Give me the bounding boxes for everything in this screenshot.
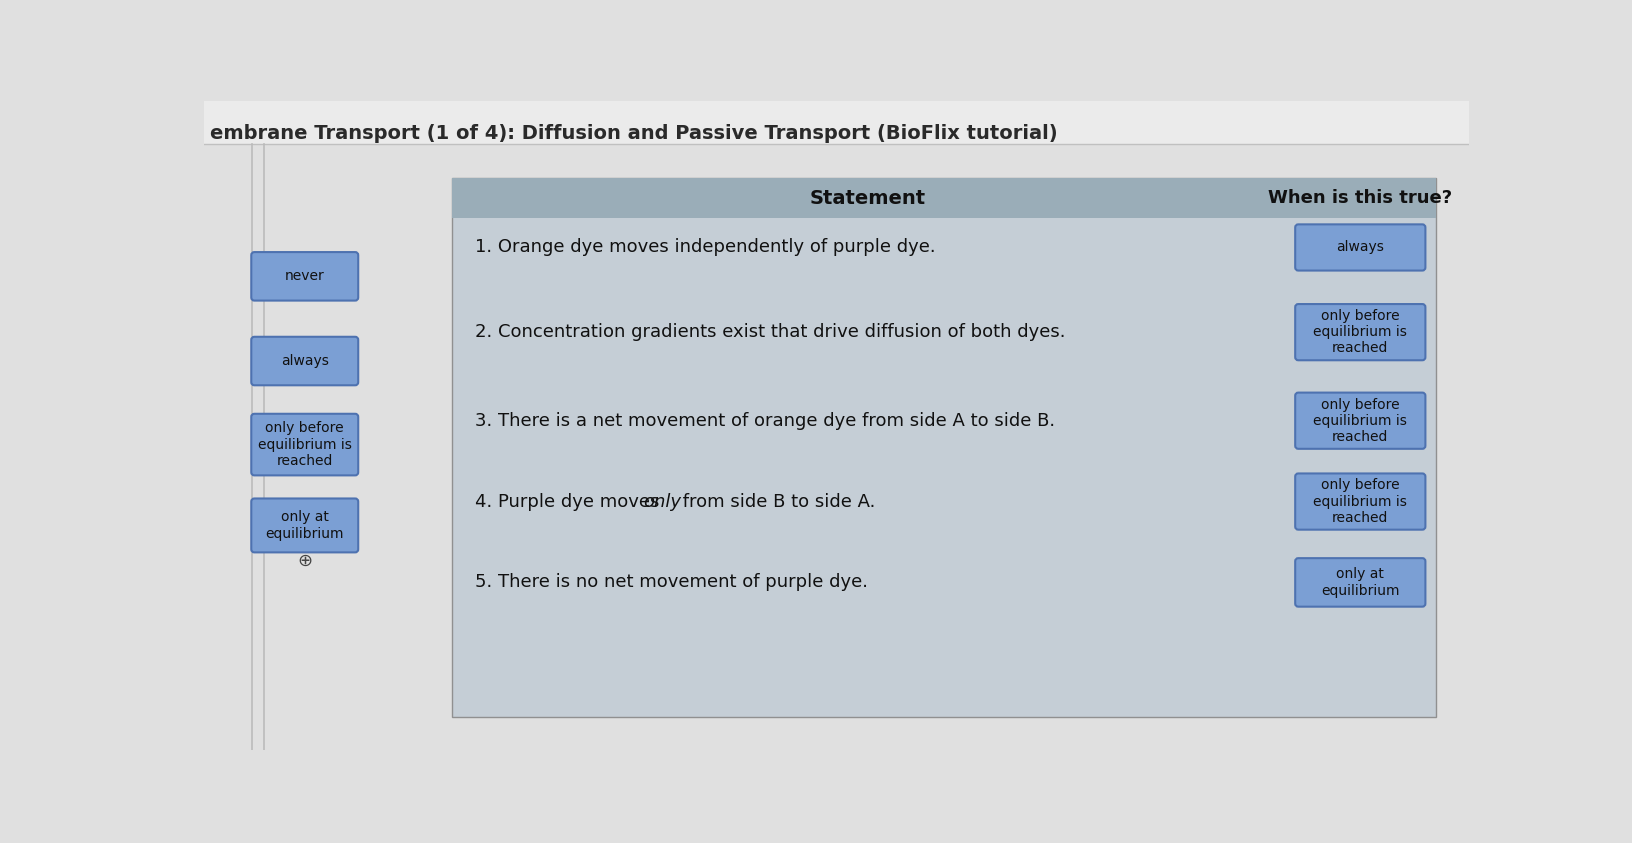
FancyBboxPatch shape [204, 101, 1469, 143]
Text: 3. There is a net movement of orange dye from side A to side B.: 3. There is a net movement of orange dye… [475, 411, 1056, 430]
FancyBboxPatch shape [251, 337, 359, 385]
FancyBboxPatch shape [204, 143, 1469, 750]
FancyBboxPatch shape [251, 414, 359, 475]
Text: from side B to side A.: from side B to side A. [677, 492, 875, 511]
FancyBboxPatch shape [1296, 474, 1425, 529]
Text: When is this true?: When is this true? [1268, 189, 1452, 207]
Text: only at
equilibrium: only at equilibrium [1320, 567, 1400, 598]
Text: only before
equilibrium is
reached: only before equilibrium is reached [258, 422, 351, 468]
Text: Statement: Statement [809, 189, 927, 207]
FancyBboxPatch shape [452, 178, 1436, 717]
Text: always: always [281, 354, 328, 368]
Text: ⊕: ⊕ [297, 552, 312, 570]
Text: only before
equilibrium is
reached: only before equilibrium is reached [1314, 398, 1407, 444]
Text: embrane Transport (1 of 4): Diffusion and Passive Transport (BioFlix tutorial): embrane Transport (1 of 4): Diffusion an… [211, 124, 1058, 143]
Text: 1. Orange dye moves independently of purple dye.: 1. Orange dye moves independently of pur… [475, 239, 935, 256]
Text: only before
equilibrium is
reached: only before equilibrium is reached [1314, 309, 1407, 356]
Text: only before
equilibrium is
reached: only before equilibrium is reached [1314, 478, 1407, 524]
Text: 5. There is no net movement of purple dye.: 5. There is no net movement of purple dy… [475, 573, 868, 592]
Text: 4. Purple dye moves: 4. Purple dye moves [475, 492, 666, 511]
Text: only at
equilibrium: only at equilibrium [266, 510, 344, 540]
Text: always: always [1337, 240, 1384, 255]
FancyBboxPatch shape [1296, 558, 1425, 607]
FancyBboxPatch shape [1296, 393, 1425, 448]
Text: 2. Concentration gradients exist that drive diffusion of both dyes.: 2. Concentration gradients exist that dr… [475, 323, 1066, 341]
FancyBboxPatch shape [1296, 224, 1425, 271]
FancyBboxPatch shape [452, 178, 1436, 218]
FancyBboxPatch shape [251, 498, 359, 552]
Text: never: never [286, 269, 325, 283]
Text: only: only [643, 492, 681, 511]
FancyBboxPatch shape [1296, 304, 1425, 360]
FancyBboxPatch shape [251, 252, 359, 301]
